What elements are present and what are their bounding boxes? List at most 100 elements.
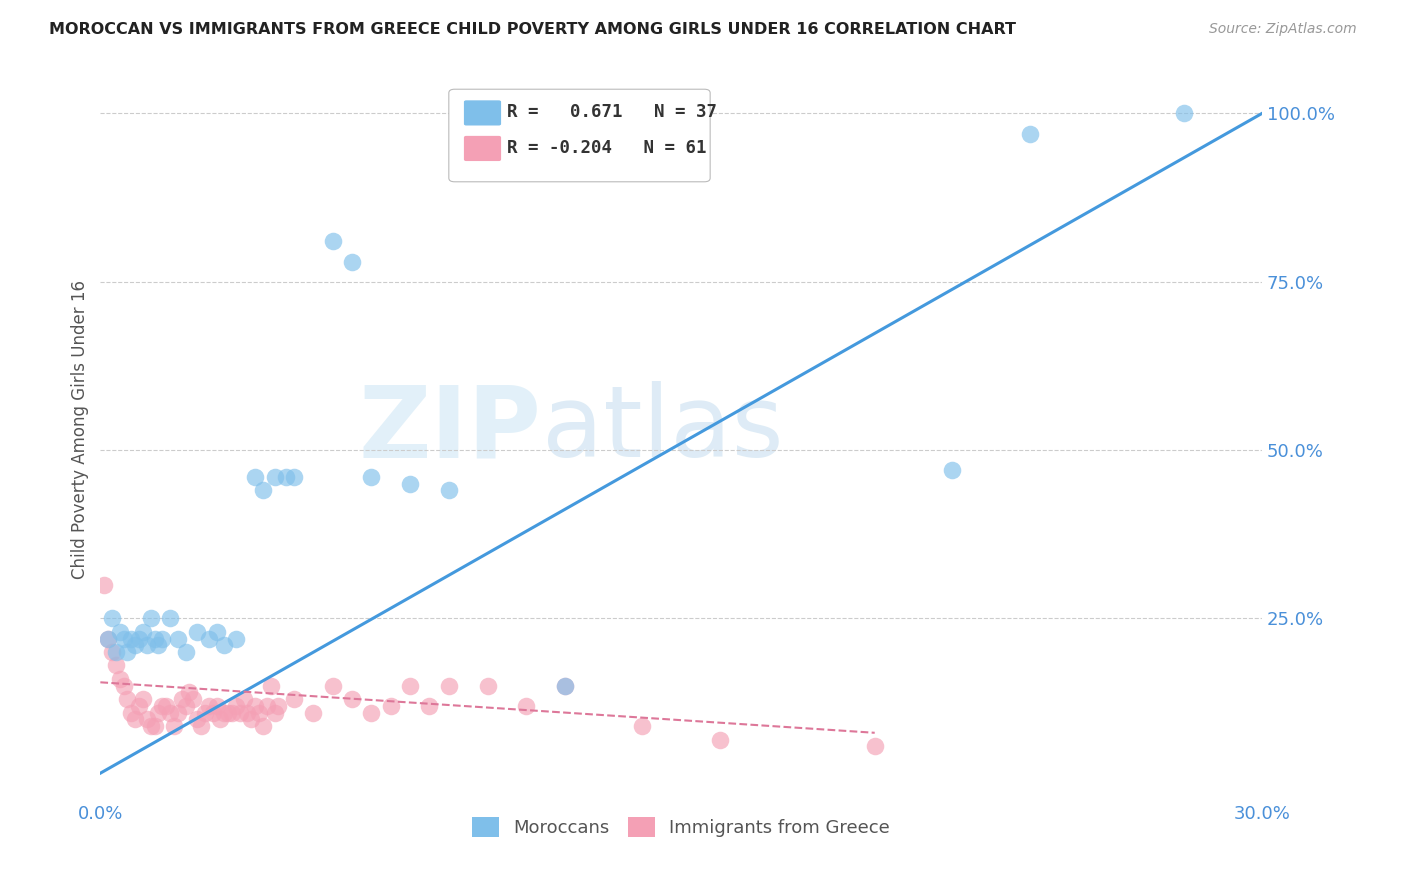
Text: R =   0.671   N = 37: R = 0.671 N = 37 [508,103,717,121]
Point [212,706,235,720]
Point [221,706,243,720]
Point [179,685,201,699]
Point [117,645,139,659]
Point [190,719,212,733]
Point [201,706,224,720]
Point [267,698,290,713]
Point [104,645,127,659]
Point [120,632,142,646]
Point [132,692,155,706]
Point [631,719,654,733]
Point [124,638,146,652]
Point [247,706,270,720]
Point [1018,127,1040,141]
Point [240,712,263,726]
Point [174,645,197,659]
Point [283,692,305,706]
Point [209,712,232,726]
Point [340,254,363,268]
Point [143,632,166,646]
Point [97,632,120,646]
Point [186,712,208,726]
Point [941,463,963,477]
Point [205,698,228,713]
Point [256,698,278,713]
Point [477,679,499,693]
Point [155,698,177,713]
Point [1173,106,1195,120]
Point [232,692,254,706]
Point [205,624,228,639]
Point [120,706,142,720]
Text: MOROCCAN VS IMMIGRANTS FROM GREECE CHILD POVERTY AMONG GIRLS UNDER 16 CORRELATIO: MOROCCAN VS IMMIGRANTS FROM GREECE CHILD… [49,22,1017,37]
Point [159,611,181,625]
Point [159,706,181,720]
Point [418,698,440,713]
Point [166,632,188,646]
FancyBboxPatch shape [464,100,501,126]
Point [97,632,120,646]
Point [132,624,155,639]
Point [276,470,298,484]
Point [194,706,217,720]
Point [302,706,325,720]
Point [283,470,305,484]
Text: atlas: atlas [541,382,783,478]
Point [515,698,537,713]
Point [150,698,173,713]
Point [225,698,247,713]
FancyBboxPatch shape [464,136,501,161]
Point [181,692,204,706]
Point [117,692,139,706]
Point [340,692,363,706]
Text: Source: ZipAtlas.com: Source: ZipAtlas.com [1209,22,1357,37]
Point [124,712,146,726]
Point [245,470,267,484]
Point [554,679,576,693]
Point [252,483,274,498]
Point [437,679,460,693]
FancyBboxPatch shape [449,89,710,182]
Point [148,706,170,720]
Point [143,719,166,733]
Point [260,679,283,693]
Point [174,698,197,713]
Point [212,638,235,652]
Point [104,658,127,673]
Point [163,719,186,733]
Point [263,706,285,720]
Point [380,698,402,713]
Point [186,624,208,639]
Point [322,235,344,249]
Point [135,712,157,726]
Point [263,470,285,484]
Point [863,739,886,754]
Point [148,638,170,652]
Point [229,706,252,720]
Point [360,470,382,484]
Point [150,632,173,646]
Point [245,698,267,713]
Point [93,577,115,591]
Point [101,645,124,659]
Text: ZIP: ZIP [359,382,541,478]
Point [112,632,135,646]
Point [709,732,731,747]
Point [197,632,219,646]
Point [399,679,422,693]
Point [166,706,188,720]
Point [101,611,124,625]
Point [554,679,576,693]
Point [108,624,131,639]
Point [225,632,247,646]
Point [139,719,162,733]
Point [112,679,135,693]
Point [128,632,150,646]
Point [197,698,219,713]
Y-axis label: Child Poverty Among Girls Under 16: Child Poverty Among Girls Under 16 [72,280,89,580]
Point [322,679,344,693]
Legend: Moroccans, Immigrants from Greece: Moroccans, Immigrants from Greece [465,810,897,845]
Point [252,719,274,733]
Point [360,706,382,720]
Point [135,638,157,652]
